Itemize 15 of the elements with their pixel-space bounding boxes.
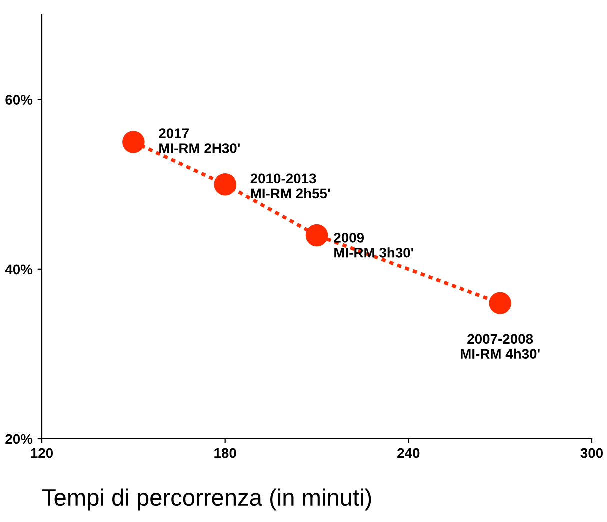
x-tick-label: 240 bbox=[398, 448, 420, 458]
point bbox=[489, 292, 512, 314]
annotation: 2007-2008 MI-RM 4h30' bbox=[461, 334, 540, 360]
annotation: 2010-2013 MI-RM 2h55' bbox=[250, 174, 330, 199]
point bbox=[306, 224, 328, 247]
y-tick-label: 20% bbox=[6, 434, 33, 444]
x-tick-label: 300 bbox=[580, 448, 604, 458]
x-axis-title: Tempi di percorrenza (in minuti) bbox=[42, 488, 372, 511]
point bbox=[122, 131, 145, 154]
point bbox=[214, 173, 236, 196]
annotation: 2017 MI-RM 2H30' bbox=[159, 128, 240, 154]
y-tick-label: 60% bbox=[6, 95, 33, 105]
y-tick-label: 40% bbox=[5, 264, 33, 275]
x-tick-label: 180 bbox=[214, 448, 236, 458]
x-tick-label: 120 bbox=[31, 448, 54, 458]
